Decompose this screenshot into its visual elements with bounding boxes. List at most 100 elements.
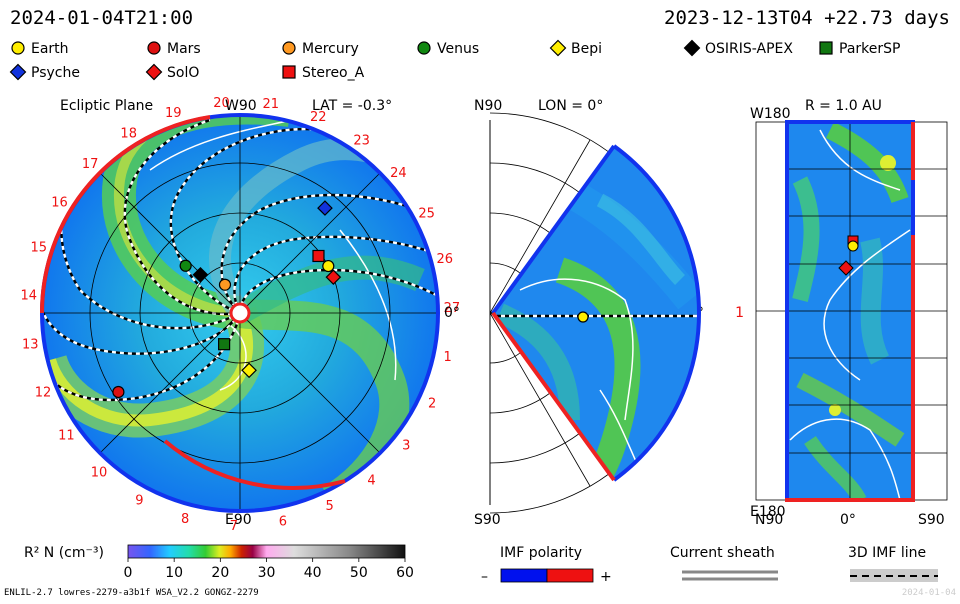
map-x-label-2: S90 [918,512,945,528]
ecliptic-marker-osiris-apex [192,266,209,283]
imf-plus-label: + [600,569,612,585]
ecliptic-marker-stereo-a [312,249,325,263]
ecliptic-bodies [112,200,342,399]
legend-label-psyche: Psyche [31,65,80,81]
legend-marker-solo [145,63,163,81]
ecliptic-marker-venus [179,259,192,272]
ecliptic-tick-label: 26 [437,252,454,267]
legend-item-mercury: Mercury [282,41,359,57]
ecliptic-tick-label: 10 [91,465,108,480]
legend-label-earth: Earth [31,41,69,57]
ecliptic-marker-bepi [241,362,257,379]
ecliptic-tick-label: 2 [428,397,436,412]
ecliptic-tick-label: 17 [82,157,99,172]
legend-item-osiris-apex: OSIRIS-APEX [683,39,793,57]
meridional-top-label: N90 [474,98,502,114]
legend-label-mars: Mars [167,41,201,57]
meridional-bottom-label: S90 [474,512,501,528]
colorbar-tick-label: 60 [396,565,414,581]
ecliptic-tick-label: 12 [35,385,52,400]
ecliptic-tick-label: 22 [310,110,327,125]
colorbar: R² N (cm⁻³) 0 10 20 30 40 50 60 [24,544,414,581]
colorbar-label: R² N (cm⁻³) [24,545,104,561]
ecliptic-marker-earth [322,259,335,273]
legend-item-solo: SolO [145,63,199,81]
map-x-label-0: N90 [755,512,783,528]
map-mid-left-label: 1 [735,305,744,321]
legend-marker-mars [147,41,161,55]
sun-marker [229,302,251,324]
legend-label-osiris-apex: OSIRIS-APEX [705,41,793,57]
ecliptic-marker-mercury [218,278,232,291]
ecliptic-marker-mars [112,385,125,399]
ecliptic-tick-label: 21 [262,97,279,112]
meridional-earth-marker [577,311,589,323]
ecliptic-marker-solo [325,269,342,286]
ecliptic-tick-label: 1 [443,350,451,365]
ecliptic-tick-label: 8 [181,512,189,527]
ecliptic-tick-label: 14 [21,289,38,304]
ecliptic-tick-label: 20 [213,96,230,111]
legend-item-venus: Venus [417,41,479,57]
map-x-label-1: 0° [840,512,856,528]
ecliptic-tick-label: 5 [325,499,333,514]
meridional-panel: N90 LON = 0° S90 0° [474,98,704,528]
ecliptic-tick-label: 13 [22,338,39,353]
ecliptic-tick-label: 11 [58,429,75,444]
ecliptic-tick-label: 9 [135,494,143,509]
legend-label-bepi: Bepi [571,41,602,57]
map-solo-marker [838,260,854,276]
legend-marker-earth [11,41,25,55]
legend-marker-osiris-apex [683,39,701,57]
date-left: 2024-01-04T21:00 [10,7,193,29]
legend-marker-stereo-a [282,65,296,79]
ecliptic-tick-label: 19 [165,106,182,121]
body-legend: Earth Mars Mercury Venus Bepi OSIRIS-APEX Park… [9,39,900,81]
legend-marker-bepi [549,39,567,57]
ecliptic-right-label: 0° [444,305,460,321]
legend-marker-psyche [9,63,27,81]
meridional-lon-label: LON = 0° [538,98,603,114]
legend-label-mercury: Mercury [302,41,359,57]
legend-item-mars: Mars [147,41,201,57]
ecliptic-tick-label: 18 [120,127,137,142]
legend-item-parkersp: ParkerSP [819,41,900,57]
ecliptic-title: Ecliptic Plane [60,98,153,114]
colorbar-tick-label: 10 [165,565,183,581]
date-right: 2023-12-13T04 +22.73 days [664,7,950,29]
ecliptic-tick-labels: 20 21222324252627123456789101112131415161… [21,96,461,534]
imf-polarity-title: IMF polarity [500,545,582,561]
legend-marker-venus [417,41,431,55]
imf-line-title: 3D IMF line [848,545,926,561]
footer-left: ENLIL-2.7 lowres-2279-a3b1f WSA_V2.2 GON… [4,588,259,598]
ecliptic-tick-label: 15 [30,240,47,255]
map-bottom-left-label: E180 [750,504,786,520]
ecliptic-tick-label: 27 [444,301,461,316]
legend-label-stereo-a: Stereo_A [302,65,365,81]
ecliptic-tick-label: 7 [230,519,238,534]
legend-marker-parkersp [819,41,833,55]
footer-right: 2024-01-04 [902,588,956,598]
map-earth-marker [847,240,859,252]
ecliptic-tick-label: 25 [418,206,435,221]
map-top-left-label: W180 [750,106,791,122]
ecliptic-bottom-label: E90 [225,512,252,528]
ecliptic-top-label: W90 [225,98,257,114]
ecliptic-tick-label: 4 [367,473,375,488]
imf-polarity-legend: IMF polarity – + [481,545,612,585]
colorbar-tick-label: 30 [258,565,276,581]
ecliptic-tick-label: 23 [353,133,370,148]
imf-line-legend: 3D IMF line [848,545,938,582]
map-title: R = 1.0 AU [805,98,882,114]
colorbar-tick-label: 50 [350,565,368,581]
legend-item-stereo-a: Stereo_A [282,65,365,81]
ecliptic-tick-label: 16 [51,196,68,211]
colorbar-tick-label: 0 [124,565,133,581]
ecliptic-tick-label: 6 [279,515,287,530]
colorbar-tick-label: 20 [211,565,229,581]
imf-minus-label: – [481,569,488,585]
ecliptic-tick-label: 3 [402,438,410,453]
ecliptic-lat-label: LAT = -0.3° [312,98,392,114]
